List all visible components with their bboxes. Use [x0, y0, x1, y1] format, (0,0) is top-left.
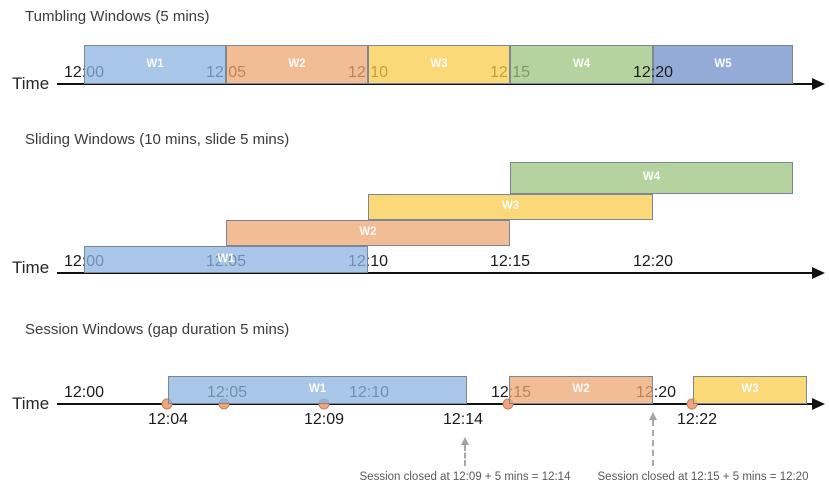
tumbling-window-w3-label: W3 — [430, 57, 448, 70]
sliding-window-w4: W4 — [510, 162, 793, 194]
session-window-w1-label: W1 — [308, 383, 327, 396]
session-tick-1200: 12:00 — [63, 384, 105, 401]
event-dot-icon — [686, 398, 698, 410]
tumbling-window-w2-label: W2 — [288, 57, 306, 70]
session-time-axis-label: Time — [12, 394, 50, 413]
session-closed-annotation-2: Session closed at 12:15 + 5 mins = 12:20 — [597, 471, 809, 483]
sliding-tick-1220: 12:20 — [632, 253, 674, 270]
session-closed-annotation-1: Session closed at 12:09 + 5 mins = 12:14 — [359, 471, 571, 483]
session-closed-arrow-icon — [649, 412, 657, 420]
session-close-time-label: 12:14 — [442, 411, 484, 428]
session-axis-arrow-icon — [812, 398, 825, 410]
tumbling-tick-1220: 12:20 — [632, 64, 674, 81]
sliding-window-w2-label: W2 — [359, 226, 377, 239]
tumbling-time-axis — [57, 83, 813, 85]
tumbling-window-w1: W1 — [84, 45, 226, 84]
session-window-w3-label: W3 — [741, 383, 759, 396]
tumbling-time-axis-label: Time — [12, 74, 50, 93]
session-time-axis — [57, 403, 813, 405]
sliding-window-w4-label: W4 — [642, 171, 661, 184]
sliding-time-axis-label: Time — [12, 258, 50, 277]
session-event-time-label: 12:09 — [303, 411, 345, 428]
session-event-time-label: 12:04 — [147, 411, 189, 428]
tumbling-window-w4: W4 — [510, 45, 653, 84]
sliding-window-w3: W3 — [368, 194, 653, 220]
session-closed-arrow-line — [652, 420, 654, 466]
sliding-time-axis — [57, 272, 813, 274]
session-closed-arrow-icon — [461, 437, 469, 445]
session-window-w2-label: W2 — [572, 383, 590, 396]
session-window-w1: W1 — [168, 376, 467, 404]
tumbling-window-w2: W2 — [226, 45, 368, 84]
tumbling-window-w5: W5 — [653, 45, 793, 84]
event-dot-icon — [161, 398, 173, 410]
session-section-title: Session Windows (gap duration 5 mins) — [25, 321, 290, 338]
sliding-window-w3-label: W3 — [501, 200, 520, 213]
session-event-time-label: 12:22 — [676, 411, 718, 428]
tumbling-window-w5-label: W5 — [714, 57, 732, 70]
tumbling-window-w1-label: W1 — [146, 57, 164, 70]
sliding-window-w1-label: W1 — [217, 252, 235, 265]
sliding-window-w2: W2 — [226, 220, 510, 246]
tumbling-window-w3: W3 — [368, 45, 510, 84]
sliding-section-title: Sliding Windows (10 mins, slide 5 mins) — [25, 131, 290, 148]
event-dot-icon — [502, 398, 514, 410]
tumbling-window-w4-label: W4 — [572, 57, 591, 70]
tumbling-section-title: Tumbling Windows (5 mins) — [25, 8, 210, 25]
session-window-w3: W3 — [693, 376, 807, 404]
session-closed-arrow-line — [464, 445, 466, 466]
sliding-tick-1215: 12:15 — [489, 253, 531, 270]
sliding-window-w1: W1 — [84, 246, 368, 273]
session-window-w2: W2 — [509, 376, 653, 404]
tumbling-axis-arrow-icon — [812, 78, 825, 90]
sliding-axis-arrow-icon — [812, 267, 825, 279]
